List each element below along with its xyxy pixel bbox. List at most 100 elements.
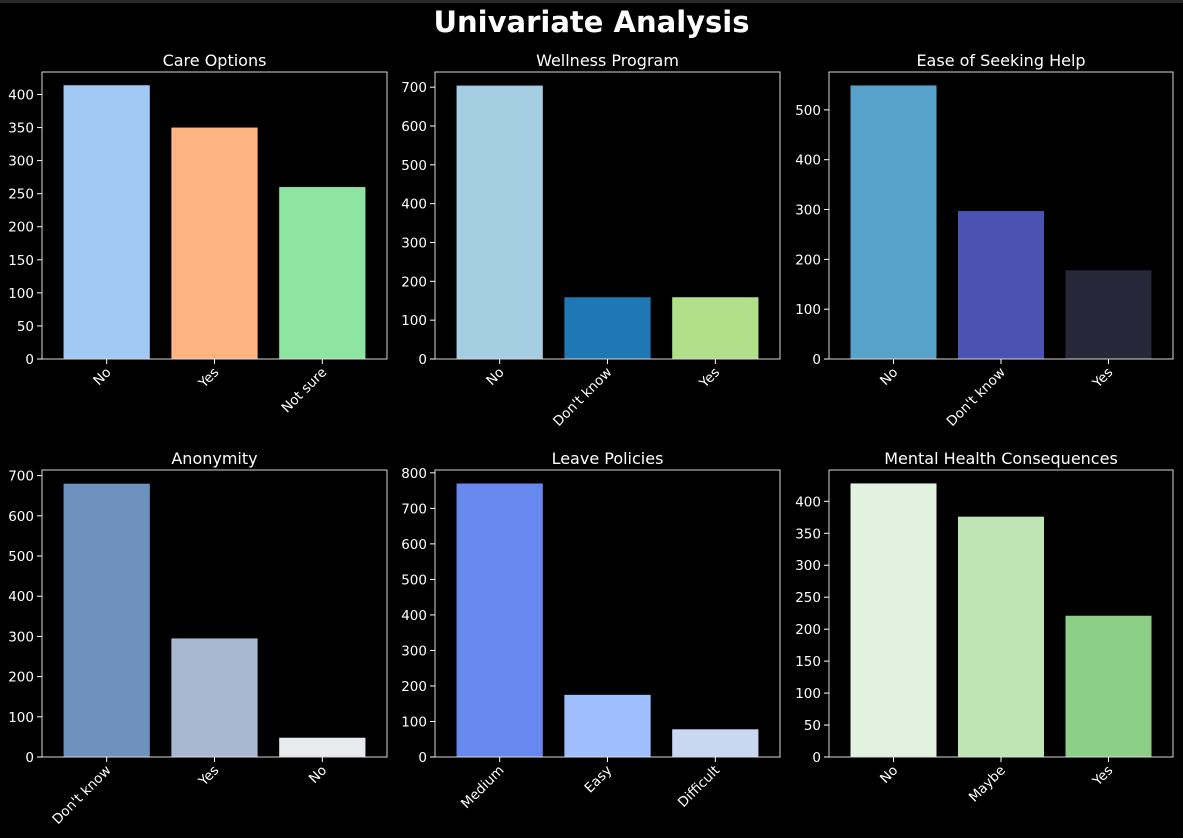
y-tick-label: 700	[401, 80, 427, 96]
x-tick-label: No	[90, 365, 114, 389]
subplot-title: Leave Policies	[552, 449, 664, 468]
x-tick-label: Yes	[195, 763, 222, 790]
y-tick-label: 200	[401, 274, 427, 290]
y-tick-label: 100	[401, 313, 427, 329]
x-tick-label: No	[877, 365, 901, 389]
bar-medium	[456, 483, 543, 757]
x-tick-label: No	[877, 763, 901, 787]
y-tick-label: 500	[401, 158, 427, 174]
y-tick-label: 200	[795, 622, 821, 638]
x-tick-label: Don't know	[944, 365, 1009, 430]
x-tick-label: Yes	[1089, 763, 1116, 790]
y-tick-label: 400	[401, 197, 427, 213]
y-tick-label: 0	[418, 750, 427, 766]
y-tick-label: 300	[795, 558, 821, 574]
y-tick-label: 100	[8, 710, 34, 726]
bar-no	[850, 483, 937, 757]
bar-don-t-know	[564, 297, 651, 359]
y-tick-label: 400	[795, 494, 821, 510]
window-top-edge	[0, 0, 1183, 3]
y-tick-label: 800	[401, 466, 427, 482]
bar-yes	[1065, 615, 1152, 757]
bar-no	[63, 85, 150, 359]
x-tick-label: Yes	[696, 365, 723, 392]
subplot-title: Wellness Program	[536, 51, 679, 70]
y-tick-label: 500	[401, 572, 427, 588]
bar-no	[279, 737, 366, 757]
subplot-title: Anonymity	[171, 449, 257, 468]
y-tick-label: 250	[8, 187, 34, 203]
subplot-title: Care Options	[163, 51, 267, 70]
subplot-mental-health-consequences: Mental Health Consequences 0 50 100 150 200 25…	[795, 449, 1174, 806]
y-tick-label: 350	[8, 121, 34, 137]
y-tick-label: 200	[401, 679, 427, 695]
y-tick-label: 350	[795, 526, 821, 542]
bar-don-t-know	[63, 483, 150, 757]
x-tick-label: No	[483, 365, 507, 389]
y-tick-label: 300	[8, 629, 34, 645]
bar-not-sure	[279, 187, 366, 359]
x-tick-label: Yes	[1089, 365, 1116, 392]
x-tick-label: No	[306, 763, 330, 787]
y-tick-label: 250	[795, 590, 821, 606]
y-tick-label: 600	[401, 119, 427, 135]
subplot-care-options: Care Options 0 50 100 150 200 250 300 350 400 No Ye…	[8, 51, 388, 417]
y-tick-label: 200	[8, 220, 34, 236]
subplot-leave-policies: Leave Policies 0 100 200 300 400 500 600 700 800 M…	[401, 449, 781, 812]
y-tick-label: 0	[418, 352, 427, 368]
y-tick-label: 0	[25, 352, 34, 368]
y-tick-label: 600	[8, 509, 34, 525]
y-tick-label: 0	[812, 352, 821, 368]
y-tick-label: 300	[8, 154, 34, 170]
y-tick-label: 300	[401, 643, 427, 659]
y-tick-label: 300	[795, 203, 821, 219]
y-tick-label: 0	[812, 750, 821, 766]
bar-yes	[171, 127, 258, 359]
bar-yes	[171, 638, 258, 757]
y-tick-label: 200	[795, 252, 821, 268]
y-tick-label: 400	[795, 153, 821, 169]
y-tick-label: 150	[795, 654, 821, 670]
bar-don-t-know	[958, 211, 1044, 359]
y-tick-label: 300	[401, 235, 427, 251]
y-tick-label: 500	[795, 103, 821, 119]
y-tick-label: 100	[401, 714, 427, 730]
y-tick-label: 400	[8, 589, 34, 605]
x-tick-label: Difficult	[675, 763, 723, 811]
bar-yes	[672, 297, 759, 359]
y-tick-label: 700	[8, 469, 34, 485]
subplot-wellness-program: Wellness Program 0 100 200 300 400 500 600 700 No…	[401, 51, 781, 430]
subplot-title: Ease of Seeking Help	[916, 51, 1085, 70]
y-tick-label: 0	[25, 750, 34, 766]
y-tick-label: 100	[795, 302, 821, 318]
x-tick-label: Easy	[582, 763, 616, 797]
subplot-title: Mental Health Consequences	[884, 449, 1118, 468]
x-tick-label: Maybe	[966, 763, 1009, 806]
bar-difficult	[672, 729, 759, 757]
x-tick-label: Yes	[195, 365, 222, 392]
figure-title: Univariate Analysis	[433, 5, 750, 39]
bar-yes	[1065, 270, 1152, 359]
y-tick-label: 100	[795, 686, 821, 702]
bar-maybe	[958, 516, 1044, 757]
subplot-anonymity: Anonymity 0 100 200 300 400 500 600 700 Don't kno…	[8, 449, 388, 828]
y-tick-label: 100	[8, 286, 34, 302]
bar-no	[456, 85, 543, 359]
y-tick-label: 50	[804, 718, 821, 734]
x-tick-label: Not sure	[278, 365, 330, 417]
y-tick-label: 500	[8, 549, 34, 565]
y-tick-label: 400	[8, 87, 34, 103]
y-tick-label: 200	[8, 670, 34, 686]
x-tick-label: Medium	[458, 763, 507, 812]
x-tick-label: Don't know	[550, 365, 615, 430]
bar-easy	[564, 694, 651, 757]
y-tick-label: 700	[401, 501, 427, 517]
subplot-ease-of-seeking-help: Ease of Seeking Help 0 100 200 300 400 500 No Do…	[795, 51, 1174, 430]
y-tick-label: 50	[17, 319, 34, 335]
x-tick-label: Don't know	[49, 763, 114, 828]
y-tick-label: 400	[401, 608, 427, 624]
y-tick-label: 150	[8, 253, 34, 269]
bar-no	[850, 85, 937, 359]
y-tick-label: 600	[401, 537, 427, 553]
